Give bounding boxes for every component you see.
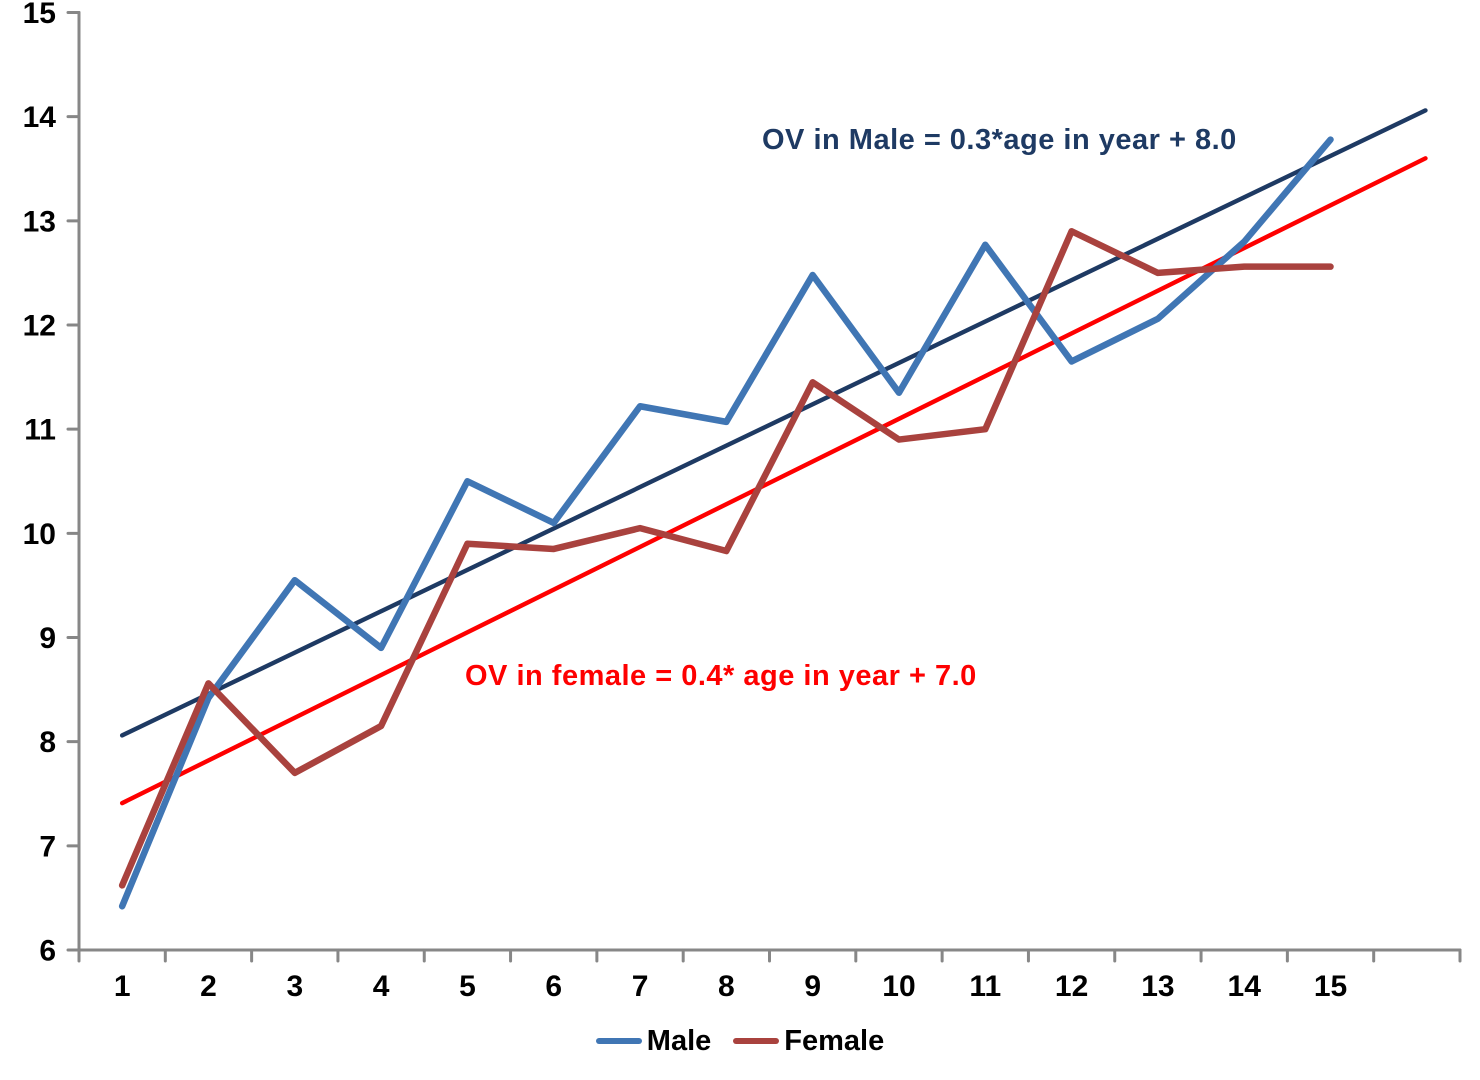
x-tick-label: 2 xyxy=(200,970,217,1003)
y-tick-label: 14 xyxy=(23,101,57,134)
x-tick-label: 12 xyxy=(1055,970,1088,1003)
x-tick-label: 1 xyxy=(114,970,131,1003)
x-tick-label: 8 xyxy=(718,970,735,1003)
x-tick-label: 10 xyxy=(882,970,915,1003)
x-tick-label: 9 xyxy=(804,970,821,1003)
x-tick-label: 6 xyxy=(545,970,562,1003)
x-tick-label: 13 xyxy=(1141,970,1174,1003)
legend-label-female: Female xyxy=(784,1024,885,1057)
legend-item-female: Female xyxy=(733,1025,884,1058)
y-tick-label: 15 xyxy=(23,0,56,30)
y-tick-label: 7 xyxy=(39,830,56,863)
y-tick-label: 9 xyxy=(39,622,56,655)
male-trendline xyxy=(119,108,1428,738)
x-tick-label: 14 xyxy=(1228,970,1262,1003)
x-tick-label: 3 xyxy=(286,970,303,1003)
x-tick-label: 15 xyxy=(1314,970,1347,1003)
male-legend-line-icon xyxy=(595,1038,642,1044)
y-tick-label: 6 xyxy=(39,935,56,968)
x-tick-label: 11 xyxy=(969,970,1001,1003)
x-tick-label: 5 xyxy=(459,970,476,1003)
y-tick-label: 8 xyxy=(39,726,56,759)
y-tick-label: 10 xyxy=(23,518,56,551)
y-tick-label: 13 xyxy=(23,205,56,238)
male-trend-equation: OV in Male = 0.3*age in year + 8.0 xyxy=(762,124,1237,156)
female-legend-line-icon xyxy=(733,1038,780,1044)
legend-item-male: Male xyxy=(595,1024,712,1058)
y-tick-label: 12 xyxy=(23,310,56,343)
x-tick-label: 4 xyxy=(373,970,390,1003)
male-series-line xyxy=(118,136,1334,910)
legend: Male Female xyxy=(0,1022,1480,1060)
female-series-line xyxy=(118,228,1334,889)
female-trendline xyxy=(119,156,1428,806)
legend-label-male: Male xyxy=(646,1024,712,1057)
x-tick-label: 7 xyxy=(632,970,649,1003)
y-tick-label: 11 xyxy=(24,414,56,447)
female-trend-equation: OV in female = 0.4* age in year + 7.0 xyxy=(465,660,977,692)
